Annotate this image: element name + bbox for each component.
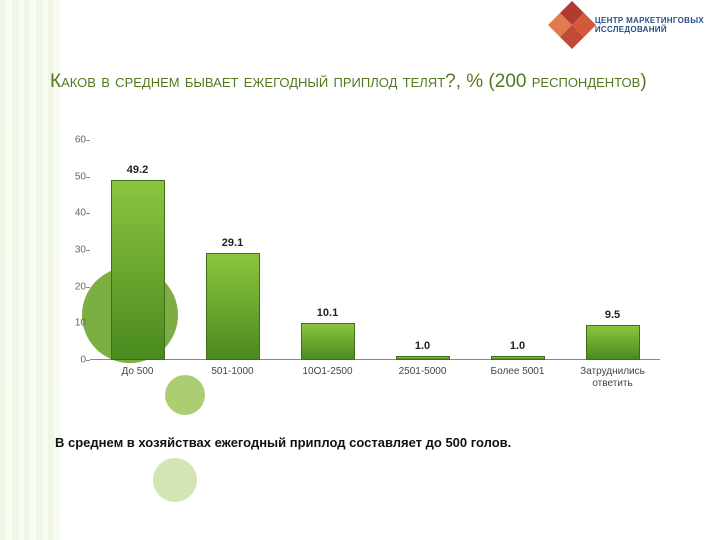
y-tick-label: 50: [62, 171, 86, 182]
plot-area: 010203040506049.2До 50029.1501-100010.11…: [90, 140, 660, 360]
bar: [491, 356, 545, 360]
logo-text: ЦЕНТР МАРКЕТИНГОВЫХ ИССЛЕДОВАНИЙ: [595, 16, 704, 34]
y-tick-label: 20: [62, 281, 86, 292]
bar: [206, 253, 260, 360]
y-tick-mark: [86, 140, 90, 141]
bar-value-label: 1.0: [393, 340, 453, 352]
y-tick-mark: [86, 213, 90, 214]
bar: [396, 356, 450, 360]
x-category-label: Более 5001: [472, 366, 563, 378]
logo-line2: ИССЛЕДОВАНИЙ: [595, 25, 704, 34]
bar-value-label: 9.5: [583, 309, 643, 321]
x-category-label: До 500: [92, 366, 183, 378]
x-category-label: Затруднились ответить: [567, 366, 658, 390]
y-tick-label: 40: [62, 208, 86, 219]
y-tick-mark: [86, 323, 90, 324]
logo: ЦЕНТР МАРКЕТИНГОВЫХ ИССЛЕДОВАНИЙ: [555, 8, 704, 42]
x-category-label: 501-1000: [187, 366, 278, 378]
bar-value-label: 1.0: [488, 340, 548, 352]
logo-diamond-icon: [548, 1, 596, 49]
bar-chart: 010203040506049.2До 50029.1501-100010.11…: [60, 140, 660, 400]
summary-note: В среднем в хозяйствах ежегодный приплод…: [55, 435, 511, 450]
bar-value-label: 29.1: [203, 237, 263, 249]
logo-line1: ЦЕНТР МАРКЕТИНГОВЫХ: [595, 16, 704, 25]
x-category-label: 10О1-2500: [282, 366, 373, 378]
bar: [586, 325, 640, 360]
bar-value-label: 49.2: [108, 164, 168, 176]
y-tick-mark: [86, 177, 90, 178]
y-tick-mark: [86, 360, 90, 361]
bar-value-label: 10.1: [298, 307, 358, 319]
decor-circle: [153, 458, 197, 502]
y-tick-label: 10: [62, 318, 86, 329]
page-title: Каков в среднем бывает ежегодный приплод…: [50, 70, 650, 94]
bar: [111, 180, 165, 360]
y-tick-mark: [86, 287, 90, 288]
x-category-label: 2501-5000: [377, 366, 468, 378]
y-tick-label: 0: [62, 355, 86, 366]
bar: [301, 323, 355, 360]
y-tick-label: 60: [62, 135, 86, 146]
y-tick-mark: [86, 250, 90, 251]
x-axis: [90, 359, 660, 360]
y-tick-label: 30: [62, 245, 86, 256]
